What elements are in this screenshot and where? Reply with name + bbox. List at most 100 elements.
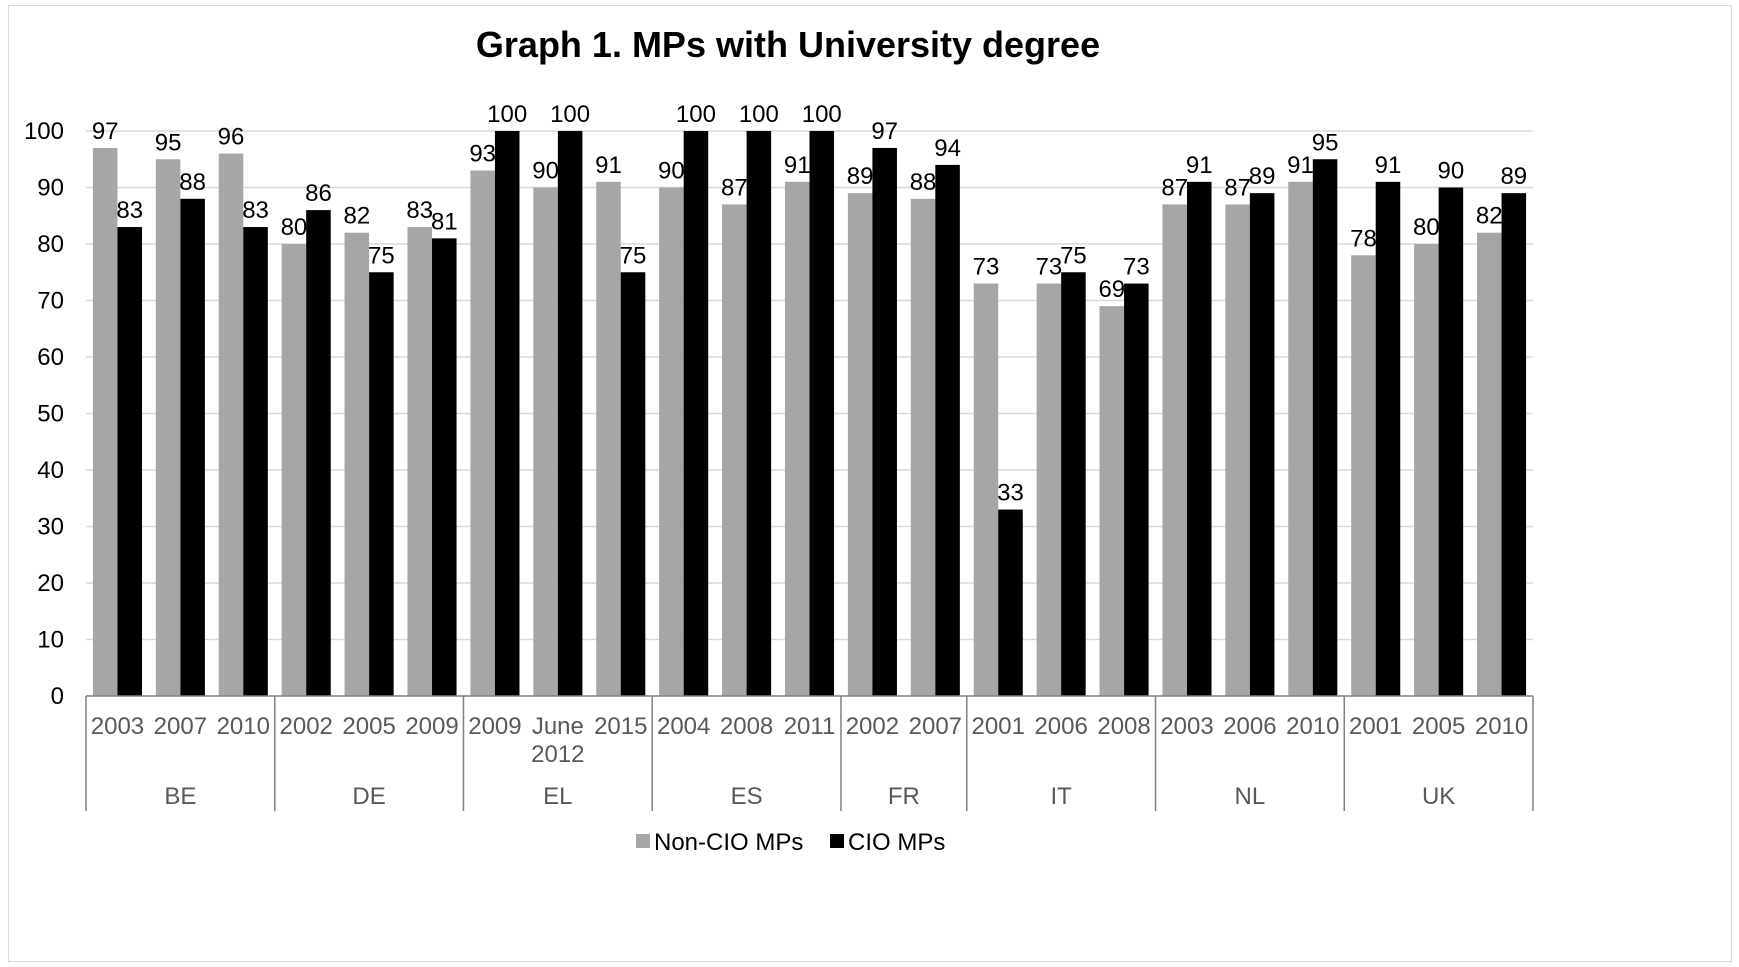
bar-non-cio	[1036, 283, 1062, 696]
bar-non-cio	[784, 181, 810, 697]
data-label-cio: 75	[368, 242, 395, 269]
x-category-label: 2006	[1223, 713, 1276, 740]
y-tick-label: 10	[37, 627, 64, 654]
x-group-label: EL	[543, 783, 572, 810]
data-label-non-cio: 83	[406, 197, 433, 224]
bar-non-cio	[973, 283, 999, 696]
x-category-label: 2005	[342, 713, 395, 740]
bar-cio	[809, 131, 835, 696]
bar-non-cio	[659, 187, 684, 696]
bar-cio	[620, 272, 646, 696]
bar-non-cio	[533, 187, 558, 696]
data-label-non-cio: 80	[281, 214, 308, 241]
chart-container: Graph 1. MPs with University degree 0 10 2…	[8, 5, 1732, 962]
bar-cio	[557, 131, 583, 696]
bar-cio	[369, 272, 394, 696]
data-label-non-cio: 73	[973, 254, 1000, 281]
x-category-label: 2009	[468, 713, 521, 740]
bar-non-cio	[281, 244, 307, 696]
data-label-cio: 100	[739, 101, 779, 128]
data-label-cio: 89	[1500, 163, 1527, 190]
bars	[92, 131, 1527, 697]
x-category-label: 2003	[91, 713, 144, 740]
y-tick-label: 70	[37, 288, 64, 315]
chart-title: Graph 1. MPs with University degree	[476, 24, 1100, 65]
bar-cio	[494, 131, 520, 696]
x-category-label: 2010	[217, 713, 270, 740]
bar-cio	[243, 227, 268, 697]
x-group-label: IT	[1050, 783, 1072, 810]
data-label-non-cio: 91	[784, 152, 811, 179]
data-label-non-cio: 88	[910, 169, 937, 196]
bar-non-cio	[1225, 204, 1250, 696]
data-label-cio: 83	[242, 197, 269, 224]
y-tick-label: 80	[37, 231, 64, 258]
bar-non-cio	[1351, 255, 1376, 697]
x-category-label: 2004	[657, 713, 710, 740]
data-label-cio: 100	[676, 101, 716, 128]
data-label-cio: 95	[1312, 129, 1339, 156]
bar-non-cio	[407, 227, 433, 697]
x-category-label: 2009	[405, 713, 458, 740]
y-tick-label: 100	[24, 118, 64, 145]
data-label-cio: 94	[934, 135, 961, 162]
data-label-non-cio: 95	[155, 129, 182, 156]
y-tick-label: 50	[37, 401, 64, 428]
bar-cio	[935, 164, 960, 696]
x-group-label: BE	[164, 783, 196, 810]
bar-cio	[998, 509, 1023, 696]
x-category-label: June 2012	[531, 713, 584, 768]
bar-non-cio	[1477, 232, 1502, 696]
data-label-cio: 100	[487, 101, 527, 128]
y-tick-label: 90	[37, 175, 64, 202]
y-tick-label: 40	[37, 457, 64, 484]
data-label-cio: 33	[997, 480, 1024, 507]
bar-cio	[746, 131, 772, 696]
data-label-non-cio: 87	[1161, 174, 1188, 201]
y-tick-label: 60	[37, 344, 64, 371]
data-label-non-cio: 80	[1413, 214, 1440, 241]
bar-cio	[1061, 272, 1086, 696]
data-label-non-cio: 89	[847, 163, 874, 190]
data-label-cio: 81	[431, 208, 458, 235]
x-category-label: 2015	[594, 713, 647, 740]
data-label-non-cio: 82	[1476, 203, 1503, 230]
data-label-cio: 75	[620, 242, 647, 269]
x-group-label: DE	[352, 783, 385, 810]
data-label-cio: 100	[802, 101, 842, 128]
bar-cio	[1249, 193, 1275, 696]
bar-non-cio	[344, 232, 370, 696]
x-category-label: 2007	[154, 713, 207, 740]
bar-cio	[872, 147, 897, 696]
data-label-non-cio: 73	[1036, 254, 1063, 281]
y-tick-label: 20	[37, 570, 64, 597]
legend-swatch-cio	[830, 834, 844, 848]
data-label-non-cio: 93	[469, 141, 496, 168]
x-category-label: 2005	[1412, 713, 1465, 740]
bar-cio	[1501, 193, 1527, 696]
bar-cio	[1375, 181, 1401, 697]
x-category-label: 2001	[972, 713, 1025, 740]
data-label-cio: 90	[1438, 158, 1465, 185]
data-label-non-cio: 91	[1287, 152, 1314, 179]
x-category-label: 2007	[909, 713, 962, 740]
bar-non-cio	[847, 193, 873, 696]
legend-label-non-cio: Non-CIO MPs	[654, 829, 803, 856]
data-label-non-cio: 90	[658, 158, 685, 185]
x-category-label: 2010	[1286, 713, 1339, 740]
x-category-label: 2008	[1097, 713, 1150, 740]
bar-cio	[180, 198, 205, 697]
data-label-non-cio: 91	[595, 152, 622, 179]
bar-cio	[306, 210, 331, 696]
data-label-cio: 91	[1375, 152, 1402, 179]
bar-non-cio	[92, 147, 118, 696]
legend-swatch-non-cio	[636, 834, 650, 848]
data-labels: 9783958896838086827583819310090100917590…	[92, 101, 1527, 507]
data-label-non-cio: 96	[218, 124, 245, 151]
bar-cio	[432, 238, 457, 696]
data-label-non-cio: 78	[1350, 225, 1377, 252]
x-group-label: NL	[1235, 783, 1266, 810]
x-group-label: FR	[888, 783, 920, 810]
bar-non-cio	[1099, 306, 1125, 696]
y-tick-label: 30	[37, 514, 64, 541]
